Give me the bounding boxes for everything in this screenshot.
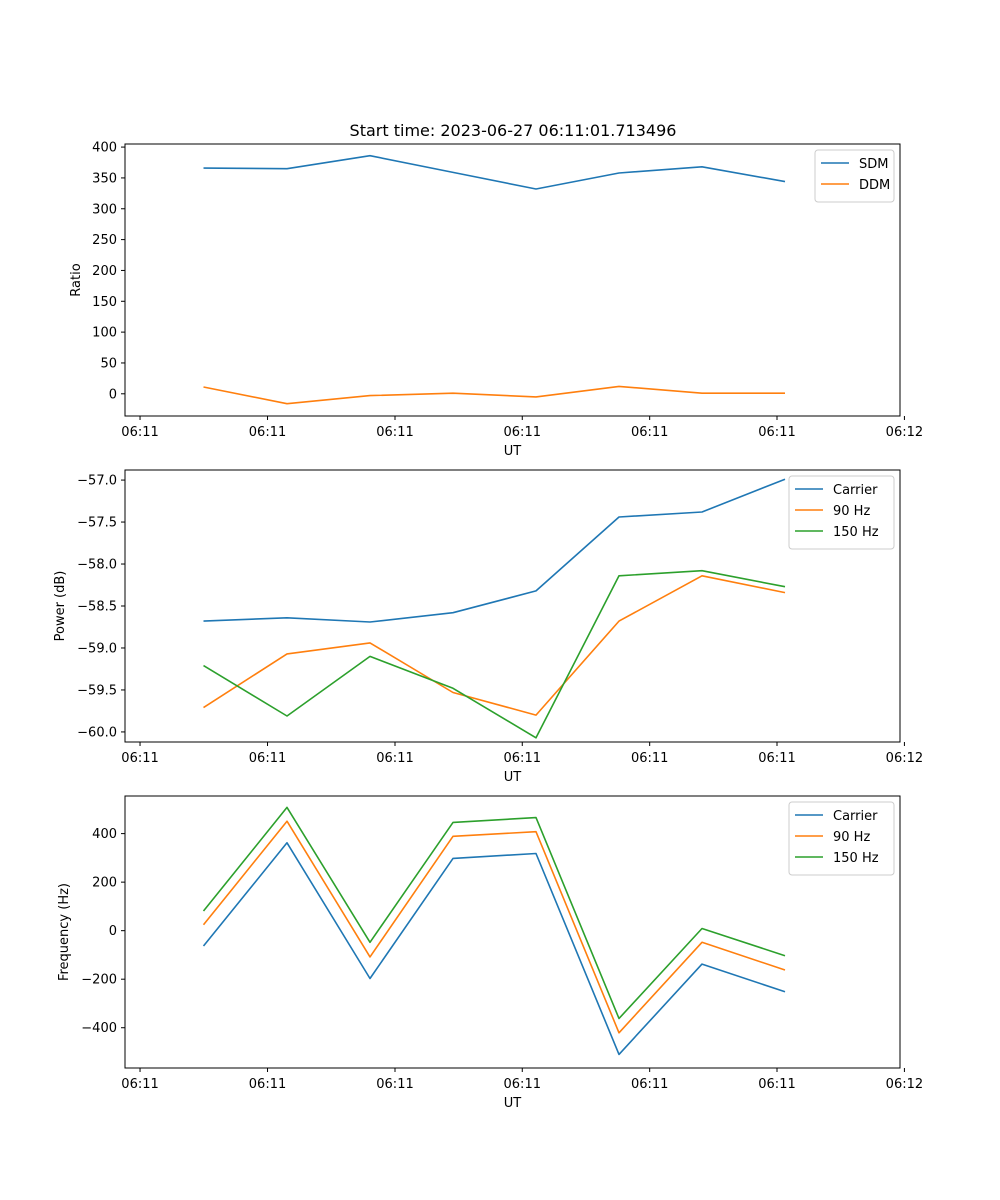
y-tick-label: −59.5: [77, 683, 117, 698]
x-tick-label: 06:11: [121, 425, 158, 440]
x-tick-label: 06:11: [504, 425, 541, 440]
y-tick-label: 350: [92, 171, 117, 186]
x-tick-label: 06:11: [758, 751, 795, 766]
y-axis-label: Power (dB): [53, 571, 68, 642]
x-tick-label: 06:11: [249, 751, 286, 766]
series-line-150-hz: [203, 569, 786, 739]
y-tick-label: −400: [81, 1021, 117, 1036]
y-tick-label: −57.0: [77, 474, 117, 489]
panels: 06:11 06:11 06:11 06:11 06:11 06:11 06:12 0 50 10…: [53, 141, 923, 1111]
y-tick-label: −59.0: [77, 641, 117, 656]
x-tick-label: 06:11: [376, 1077, 413, 1092]
legend-label: 90 Hz: [833, 830, 870, 845]
x-axis-label: UT: [504, 444, 522, 459]
legend-label: Carrier: [833, 809, 878, 824]
series-line-90-hz: [203, 574, 786, 716]
legend-label: DDM: [859, 178, 890, 193]
y-axis-label: Ratio: [69, 263, 84, 296]
y-tick-label: 0: [109, 387, 117, 402]
y-tick-label: 400: [92, 827, 117, 842]
y-tick-label: 0: [109, 924, 117, 939]
y-tick-label: 150: [92, 295, 117, 310]
x-tick-label: 06:11: [376, 425, 413, 440]
panel-1: 06:11 06:11 06:11 06:11 06:11 06:11 06:12 0 50 10…: [69, 141, 923, 459]
series-line-150-hz: [202, 806, 786, 1020]
legend-label: SDM: [859, 157, 888, 172]
y-tick-label: −58.5: [77, 600, 117, 615]
legend-label: 90 Hz: [833, 504, 870, 519]
y-tick-label: 100: [92, 326, 117, 341]
x-tick-label: 06:11: [631, 425, 668, 440]
x-tick-label: 06:11: [121, 1077, 158, 1092]
series-line-sdm: [203, 154, 786, 190]
x-tick-label: 06:11: [504, 751, 541, 766]
y-tick-label: 250: [92, 233, 117, 248]
y-tick-label: 400: [92, 141, 117, 156]
legend-label: 150 Hz: [833, 851, 879, 866]
figure-title: Start time: 2023-06-27 06:11:01.713496: [350, 121, 677, 140]
x-axis-label: UT: [504, 1096, 522, 1111]
legend: Carrier 90 Hz 150 Hz: [788, 475, 895, 550]
x-tick-label: 06:12: [886, 751, 923, 766]
y-tick-label: −60.0: [77, 725, 117, 740]
axes-frame: [124, 795, 901, 1069]
y-tick-label: −58.0: [77, 558, 117, 573]
y-tick-label: 50: [100, 356, 117, 371]
legend-label: Carrier: [833, 483, 878, 498]
x-tick-label: 06:11: [249, 425, 286, 440]
y-tick-label: 200: [92, 264, 117, 279]
x-tick-label: 06:11: [504, 1077, 541, 1092]
y-tick-label: −57.5: [77, 516, 117, 531]
panel-2: 06:11 06:11 06:11 06:11 06:11 06:11 06:12 −60.0…: [53, 469, 923, 785]
x-tick-label: 06:12: [886, 425, 923, 440]
y-tick-label: 300: [92, 202, 117, 217]
y-tick-label: 200: [92, 876, 117, 891]
legend-label: 150 Hz: [833, 525, 879, 540]
y-axis-label: Frequency (Hz): [57, 883, 72, 981]
x-tick-label: 06:11: [758, 1077, 795, 1092]
y-tick-label: −200: [81, 973, 117, 988]
x-tick-label: 06:11: [249, 1077, 286, 1092]
series-line-ddm: [203, 385, 785, 405]
series-line-carrier: [202, 841, 786, 1056]
axes-frame: [124, 143, 901, 417]
legend: Carrier 90 Hz 150 Hz: [788, 801, 895, 876]
x-tick-label: 06:11: [758, 425, 795, 440]
x-tick-label: 06:11: [631, 1077, 668, 1092]
series-line-90-hz: [202, 820, 786, 1034]
legend: SDM DDM: [814, 149, 895, 203]
x-tick-label: 06:11: [121, 751, 158, 766]
series-line-carrier: [203, 478, 786, 623]
x-tick-label: 06:11: [631, 751, 668, 766]
panel-3: 06:11 06:11 06:11 06:11 06:11 06:11 06:12 −400 −…: [57, 795, 923, 1111]
x-tick-label: 06:11: [376, 751, 413, 766]
x-tick-label: 06:12: [886, 1077, 923, 1092]
x-axis-label: UT: [504, 770, 522, 785]
